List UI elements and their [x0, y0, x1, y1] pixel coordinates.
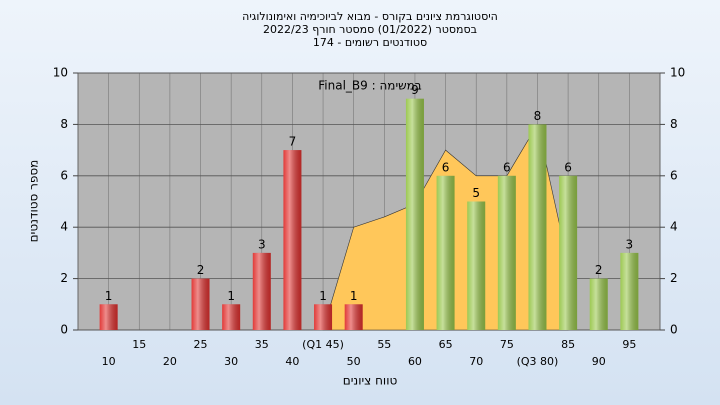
x-tick-label: 20: [163, 355, 177, 368]
y-tick-label: 8: [60, 117, 68, 131]
value-label: 1: [319, 289, 327, 303]
bar-shine: [283, 150, 302, 330]
bar-shine: [222, 304, 241, 330]
x-tick-label: 50: [347, 355, 361, 368]
value-label: 1: [350, 289, 358, 303]
x-tick-label: (Q3 80): [517, 355, 559, 368]
bar-shine: [589, 278, 608, 330]
chart-subtitle: בסמסטר (01/2022) סמסטר חורף 2022/23: [263, 23, 477, 36]
x-tick-label: 55: [377, 338, 391, 351]
y2-tick-label: 6: [670, 168, 678, 182]
value-label: 3: [258, 237, 266, 251]
chart-subtitle: סטודנטים רשומים - 174: [313, 36, 427, 49]
bar-shine: [467, 201, 486, 330]
value-label: 8: [534, 109, 542, 123]
x-tick-label: 40: [285, 355, 299, 368]
value-label: 3: [626, 237, 634, 251]
y-tick-label: 2: [60, 271, 68, 285]
y-tick-label: 4: [60, 220, 68, 234]
x-tick-label: 25: [194, 338, 208, 351]
y2-tick-label: 10: [670, 66, 685, 80]
value-label: 6: [564, 160, 572, 174]
bar-shine: [497, 175, 516, 330]
value-label: 2: [197, 263, 205, 277]
y-axis-label: מספר סטודנטים: [27, 160, 41, 243]
bar-shine: [191, 278, 210, 330]
y2-tick-label: 4: [670, 220, 678, 234]
x-tick-label: 70: [469, 355, 483, 368]
value-label: 1: [105, 289, 113, 303]
x-tick-label: (Q1 45): [302, 338, 344, 351]
bar-shine: [436, 175, 455, 330]
value-label: 7: [289, 135, 297, 149]
x-tick-label: 10: [102, 355, 116, 368]
value-label: 1: [227, 289, 235, 303]
bar-shine: [99, 304, 118, 330]
bar-shine: [344, 304, 363, 330]
bar-shine: [314, 304, 333, 330]
x-tick-label: 65: [439, 338, 453, 351]
chart-title: היסטוגרמת ציונים בקורס - מבוא לביוכימיה …: [242, 10, 498, 23]
y2-tick-label: 0: [670, 323, 678, 337]
x-tick-label: 90: [592, 355, 606, 368]
value-label: 6: [442, 160, 450, 174]
y2-tick-label: 8: [670, 117, 678, 131]
x-tick-label: 30: [224, 355, 238, 368]
annotation: Final_B9 : במשימה: [318, 79, 422, 93]
value-label: 2: [595, 263, 603, 277]
x-tick-label: 85: [561, 338, 575, 351]
bar-shine: [405, 98, 424, 330]
bar-shine: [559, 175, 578, 330]
bar-shine: [252, 252, 271, 330]
bar-shine: [620, 252, 639, 330]
y-tick-label: 0: [60, 323, 68, 337]
value-label: 9: [411, 83, 419, 97]
value-label: 6: [503, 160, 511, 174]
x-tick-label: 60: [408, 355, 422, 368]
x-tick-label: 95: [622, 338, 636, 351]
x-tick-label: 35: [255, 338, 269, 351]
bar-shine: [528, 124, 547, 331]
x-tick-label: 75: [500, 338, 514, 351]
value-label: 5: [472, 186, 480, 200]
y-tick-label: 6: [60, 168, 68, 182]
y-tick-label: 10: [53, 66, 68, 80]
x-tick-label: 15: [132, 338, 146, 351]
x-axis-label: טווח ציונים: [343, 374, 398, 388]
y2-tick-label: 2: [670, 271, 678, 285]
